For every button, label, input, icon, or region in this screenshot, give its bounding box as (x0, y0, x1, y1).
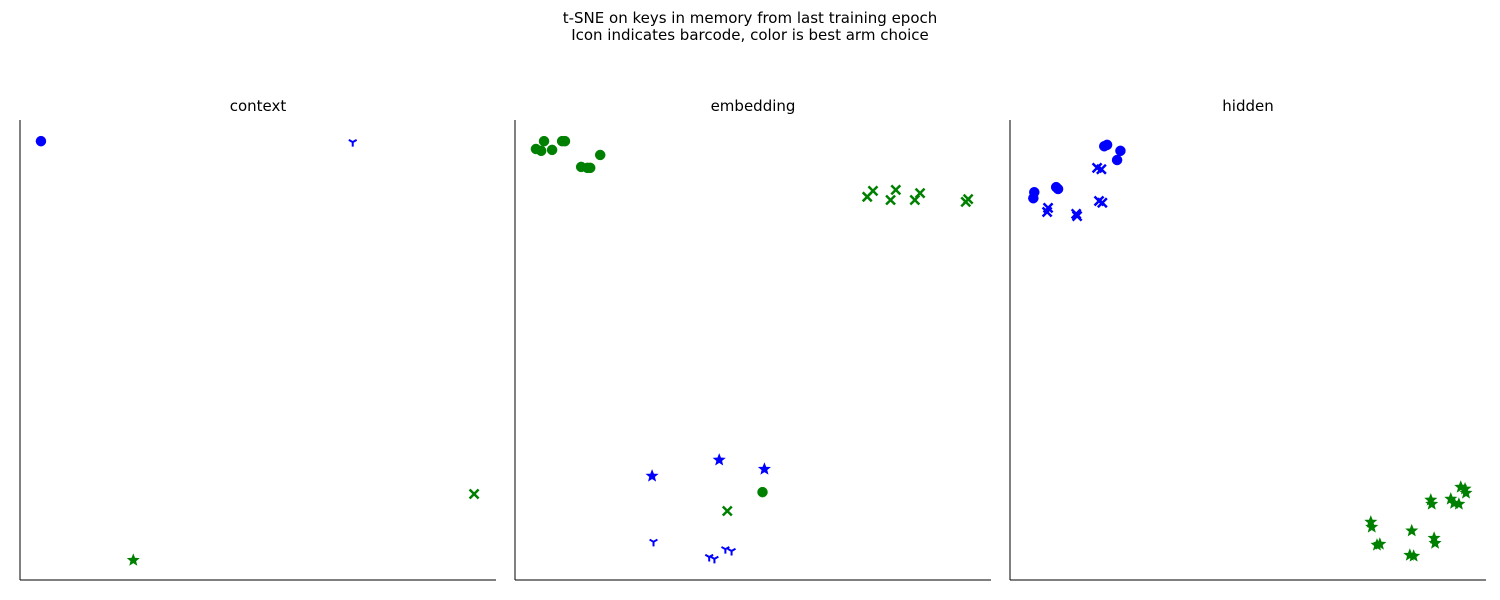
point-tri-down (710, 555, 719, 564)
point-x (1071, 210, 1083, 222)
point-tri-down (727, 547, 736, 556)
point-circle (1052, 183, 1064, 195)
figure-title-line-2: Icon indicates barcode, color is best ar… (571, 26, 929, 44)
point-star (1373, 537, 1387, 550)
point-circle (538, 135, 550, 147)
point-star (1452, 497, 1466, 510)
point-circle (546, 144, 558, 156)
point-circle (35, 135, 47, 147)
point-star (1405, 523, 1419, 537)
point-star (1365, 520, 1379, 533)
point-star (645, 469, 659, 482)
point-x (721, 505, 733, 517)
point-x (962, 193, 974, 205)
point-circle (535, 145, 547, 157)
point-star (126, 553, 140, 566)
point-star (757, 462, 771, 475)
subplot-title-embedding: embedding (710, 97, 796, 115)
point-circle (1101, 139, 1113, 151)
point-x (914, 187, 926, 199)
point-tri-down (720, 546, 730, 554)
point-circle (1028, 192, 1039, 204)
point-circle (1111, 154, 1123, 166)
point-star (1407, 549, 1421, 562)
point-circle (559, 135, 571, 147)
point-x (1096, 163, 1107, 175)
subplot-context (19, 120, 496, 581)
point-circle (757, 486, 768, 498)
point-x (468, 488, 480, 500)
point-star (712, 453, 726, 466)
point-x (1096, 197, 1108, 209)
point-x (885, 194, 896, 206)
point-x (867, 185, 879, 197)
point-star (1425, 497, 1439, 510)
point-circle (594, 149, 606, 161)
point-x (890, 184, 902, 196)
subplot-embedding (514, 120, 991, 581)
point-tri-down (348, 138, 358, 147)
subplot-title-hidden: hidden (1222, 97, 1274, 115)
subplot-hidden (1009, 120, 1486, 581)
point-star (1459, 486, 1473, 499)
figure-title-line-1: t-SNE on keys in memory from last traini… (562, 9, 938, 27)
point-tri-down (649, 538, 658, 547)
point-x (1041, 206, 1053, 218)
subplot-title-context: context (229, 97, 287, 115)
point-star (1428, 536, 1442, 549)
point-circle (584, 162, 596, 174)
point-circle (1115, 145, 1126, 157)
